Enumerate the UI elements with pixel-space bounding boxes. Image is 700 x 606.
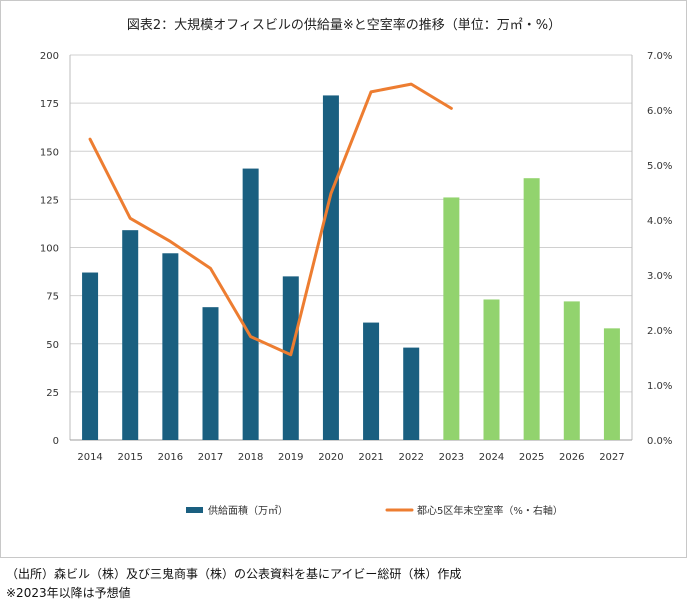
legend-line-label: 都心5区年末空室率（%・右軸） bbox=[417, 504, 563, 517]
bar-actual bbox=[82, 272, 99, 440]
left-tick-label: 125 bbox=[40, 195, 59, 206]
x-tick-label: 2026 bbox=[559, 452, 584, 463]
right-tick-label: 4.0% bbox=[647, 216, 672, 227]
x-tick-label: 2014 bbox=[77, 452, 102, 463]
x-tick-label: 2018 bbox=[238, 452, 263, 463]
right-tick-label: 6.0% bbox=[647, 106, 672, 117]
vacancy-rate-line bbox=[88, 82, 453, 357]
bar-actual bbox=[322, 95, 339, 441]
bar-forecast bbox=[483, 299, 500, 440]
bar-actual bbox=[122, 230, 139, 440]
legend-bar-swatch bbox=[186, 507, 203, 513]
bar-actual bbox=[363, 322, 380, 440]
bar-actual bbox=[162, 253, 179, 440]
right-tick-label: 7.0% bbox=[647, 51, 672, 62]
bar-forecast bbox=[443, 197, 460, 440]
bar-actual bbox=[282, 276, 299, 440]
x-tick-label: 2019 bbox=[278, 452, 303, 463]
right-tick-label: 1.0% bbox=[647, 381, 672, 392]
right-tick-label: 0.0% bbox=[647, 436, 672, 447]
right-tick-label: 2.0% bbox=[647, 326, 672, 337]
left-tick-label: 150 bbox=[40, 147, 59, 158]
forecast-note: ※2023年以降は予想値 bbox=[6, 586, 131, 600]
right-tick-label: 3.0% bbox=[647, 271, 672, 282]
source-note: （出所）森ビル（株）及び三鬼商事（株）の公表資料を基にアイビー総研（株）作成 bbox=[6, 567, 462, 581]
x-tick-label: 2023 bbox=[439, 452, 464, 463]
bar-forecast bbox=[563, 301, 580, 440]
bar-forecast bbox=[523, 178, 540, 440]
x-tick-label: 2015 bbox=[117, 452, 142, 463]
left-tick-label: 200 bbox=[40, 51, 59, 62]
x-tick-label: 2025 bbox=[519, 452, 544, 463]
bar-forecast bbox=[603, 328, 620, 440]
x-tick-label: 2022 bbox=[398, 452, 423, 463]
bar-actual bbox=[403, 347, 420, 440]
x-tick-label: 2021 bbox=[358, 452, 383, 463]
x-tick-label: 2016 bbox=[158, 452, 183, 463]
x-tick-label: 2020 bbox=[318, 452, 343, 463]
x-tick-label: 2017 bbox=[198, 452, 223, 463]
left-tick-label: 25 bbox=[46, 388, 59, 399]
left-tick-label: 75 bbox=[46, 292, 59, 303]
bar-actual bbox=[202, 307, 219, 440]
left-tick-label: 175 bbox=[40, 99, 59, 110]
chart: 図表2：大規模オフィスビルの供給量※と空室率の推移（単位：万㎡・%） 0 25 50 7… bbox=[40, 17, 673, 517]
bar-actual bbox=[242, 168, 259, 440]
legend-bar-label: 供給面積（万㎡） bbox=[208, 504, 288, 517]
chart-frame: 図表2：大規模オフィスビルの供給量※と空室率の推移（単位：万㎡・%） 0 25 50 7… bbox=[0, 0, 687, 558]
x-tick-label: 2024 bbox=[479, 452, 504, 463]
x-tick-label: 2027 bbox=[599, 452, 624, 463]
left-tick-label: 50 bbox=[46, 340, 59, 351]
right-tick-label: 5.0% bbox=[647, 161, 672, 172]
left-tick-label: 100 bbox=[40, 244, 59, 255]
chart-title: 図表2：大規模オフィスビルの供給量※と空室率の推移（単位：万㎡・%） bbox=[127, 17, 561, 33]
left-tick-label: 0 bbox=[53, 436, 59, 447]
